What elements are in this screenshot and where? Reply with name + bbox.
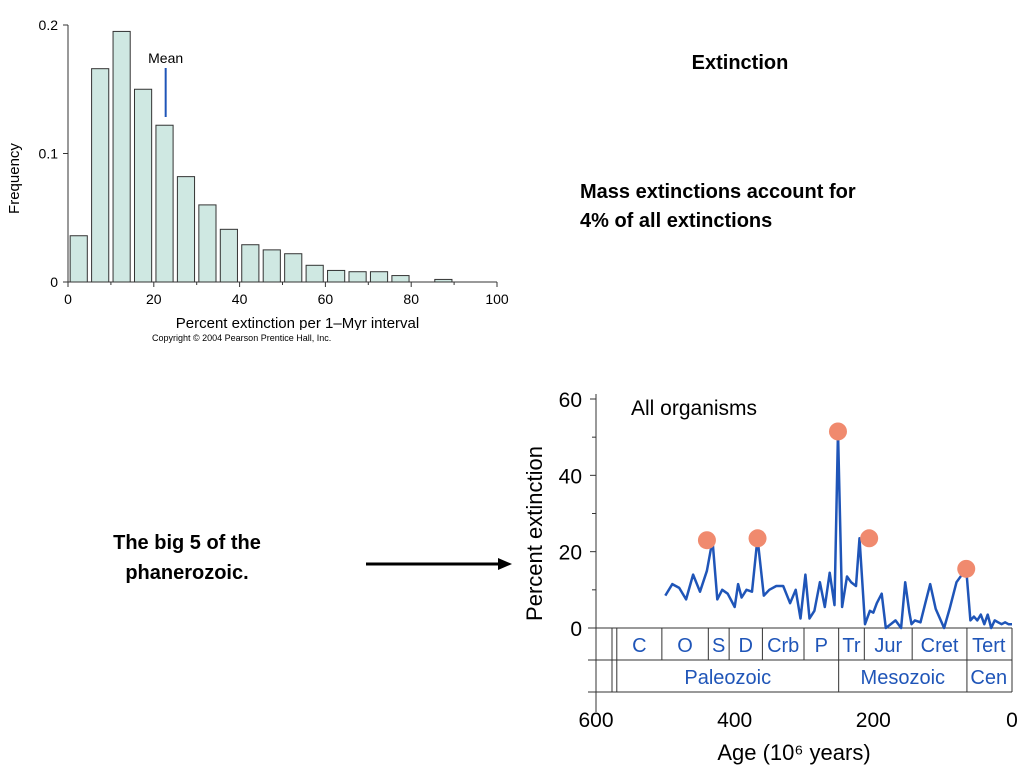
x-tick-label: 0 bbox=[64, 291, 72, 307]
mass-extinction-marker bbox=[748, 529, 767, 548]
mass-extinction-marker bbox=[860, 529, 879, 548]
x-tick-label: 40 bbox=[232, 291, 248, 307]
y-tick-label: 0 bbox=[570, 618, 582, 641]
x-tick-label: 400 bbox=[717, 709, 752, 732]
x-axis-label: Percent extinction per 1–Myr interval bbox=[176, 315, 419, 330]
extinction-line bbox=[664, 430, 1012, 630]
y-axis-label: Percent extinction bbox=[522, 446, 547, 621]
x-tick-label: 600 bbox=[578, 709, 613, 732]
y-tick-label: 0.1 bbox=[39, 146, 59, 162]
y-tick-label: 0.2 bbox=[39, 17, 59, 33]
mass-extinction-marker bbox=[697, 531, 716, 550]
period-label: Tert bbox=[972, 635, 1006, 657]
extinction-series-line bbox=[664, 430, 1012, 630]
era-label: Paleozoic bbox=[684, 667, 771, 689]
mean-annotation: Mean bbox=[148, 50, 183, 117]
mass-extinction-note: Mass extinctions account for 4% of all e… bbox=[580, 178, 910, 236]
callout-line-2: phanerozoic. bbox=[125, 562, 249, 584]
period-label: D bbox=[739, 635, 753, 657]
slide-title: Extinction bbox=[691, 52, 789, 74]
mean-label: Mean bbox=[148, 50, 183, 66]
histogram-bar bbox=[348, 271, 367, 283]
x-tick-label: 80 bbox=[403, 291, 419, 307]
big-five-callout: The big 5 of the phanerozoic. bbox=[82, 528, 292, 588]
histogram-bar bbox=[369, 271, 389, 283]
geologic-period-table: C O S D Crb P Tr Jur Cret Tert Paleozoic Mesozoic Ce… bbox=[588, 627, 1013, 693]
callout-line-1: The big 5 of the bbox=[113, 532, 261, 554]
histogram-bar bbox=[198, 204, 217, 283]
histogram-bar bbox=[219, 228, 238, 283]
era-label: Mesozoic bbox=[861, 667, 945, 689]
era-label: Cen bbox=[970, 667, 1007, 689]
mass-extinction-markers bbox=[697, 422, 976, 578]
histogram-axes: 0 20 40 60 80 100 0 0.1 0.2 Percent extinction pe… bbox=[6, 17, 509, 330]
histogram-copyright: Copyright © 2004 Pearson Prentice Hall, … bbox=[152, 333, 332, 343]
y-tick-label: 60 bbox=[559, 389, 582, 412]
x-tick-label: 60 bbox=[318, 291, 334, 307]
histogram-bar bbox=[155, 124, 174, 283]
note-line-2: 4% of all extinctions bbox=[580, 210, 773, 232]
histogram-bar bbox=[284, 253, 303, 283]
histogram-bar bbox=[305, 264, 324, 283]
period-label: P bbox=[815, 635, 828, 657]
mass-extinction-marker bbox=[957, 559, 976, 578]
x-tick-label: 20 bbox=[146, 291, 162, 307]
histogram-bar bbox=[176, 176, 196, 283]
period-label: Crb bbox=[767, 635, 799, 657]
histogram-bar bbox=[133, 88, 153, 283]
x-tick-label: 200 bbox=[856, 709, 891, 732]
note-line-1: Mass extinctions account for bbox=[580, 181, 856, 203]
period-label: Cret bbox=[921, 635, 959, 657]
histogram-bar bbox=[112, 30, 131, 283]
histogram-bar bbox=[241, 244, 260, 283]
y-axis-label: Frequency bbox=[6, 143, 23, 214]
histogram-bar bbox=[91, 68, 110, 283]
y-tick-label: 20 bbox=[559, 542, 582, 565]
y-tick-label: 0 bbox=[50, 274, 58, 290]
period-label: Jur bbox=[874, 635, 902, 657]
extinction-histogram: 0 20 40 60 80 100 0 0.1 0.2 Percent extinction pe… bbox=[6, 17, 509, 330]
mass-extinction-marker bbox=[828, 422, 847, 441]
histogram-bar bbox=[327, 269, 346, 283]
period-label: C bbox=[632, 635, 646, 657]
timeseries-axes: 0 20 40 60 Percent extinction 600 400 200 0 Age (… bbox=[522, 389, 1018, 765]
callout-arrow-icon bbox=[366, 558, 512, 570]
period-label: S bbox=[712, 635, 725, 657]
x-axis-label: Age (10⁶ years) bbox=[717, 740, 870, 765]
x-tick-label: 100 bbox=[485, 291, 509, 307]
extinction-timeseries: 0 20 40 60 Percent extinction 600 400 200 0 Age (… bbox=[522, 389, 1018, 765]
period-label: Tr bbox=[842, 635, 860, 657]
period-label: O bbox=[677, 635, 693, 657]
y-tick-label: 40 bbox=[559, 465, 582, 488]
histogram-bar bbox=[391, 275, 410, 283]
histogram-bar bbox=[69, 235, 88, 283]
histogram-bars bbox=[69, 30, 453, 283]
histogram-bar bbox=[262, 249, 281, 283]
chart-title: All organisms bbox=[631, 397, 757, 420]
x-tick-label: 0 bbox=[1006, 709, 1018, 732]
